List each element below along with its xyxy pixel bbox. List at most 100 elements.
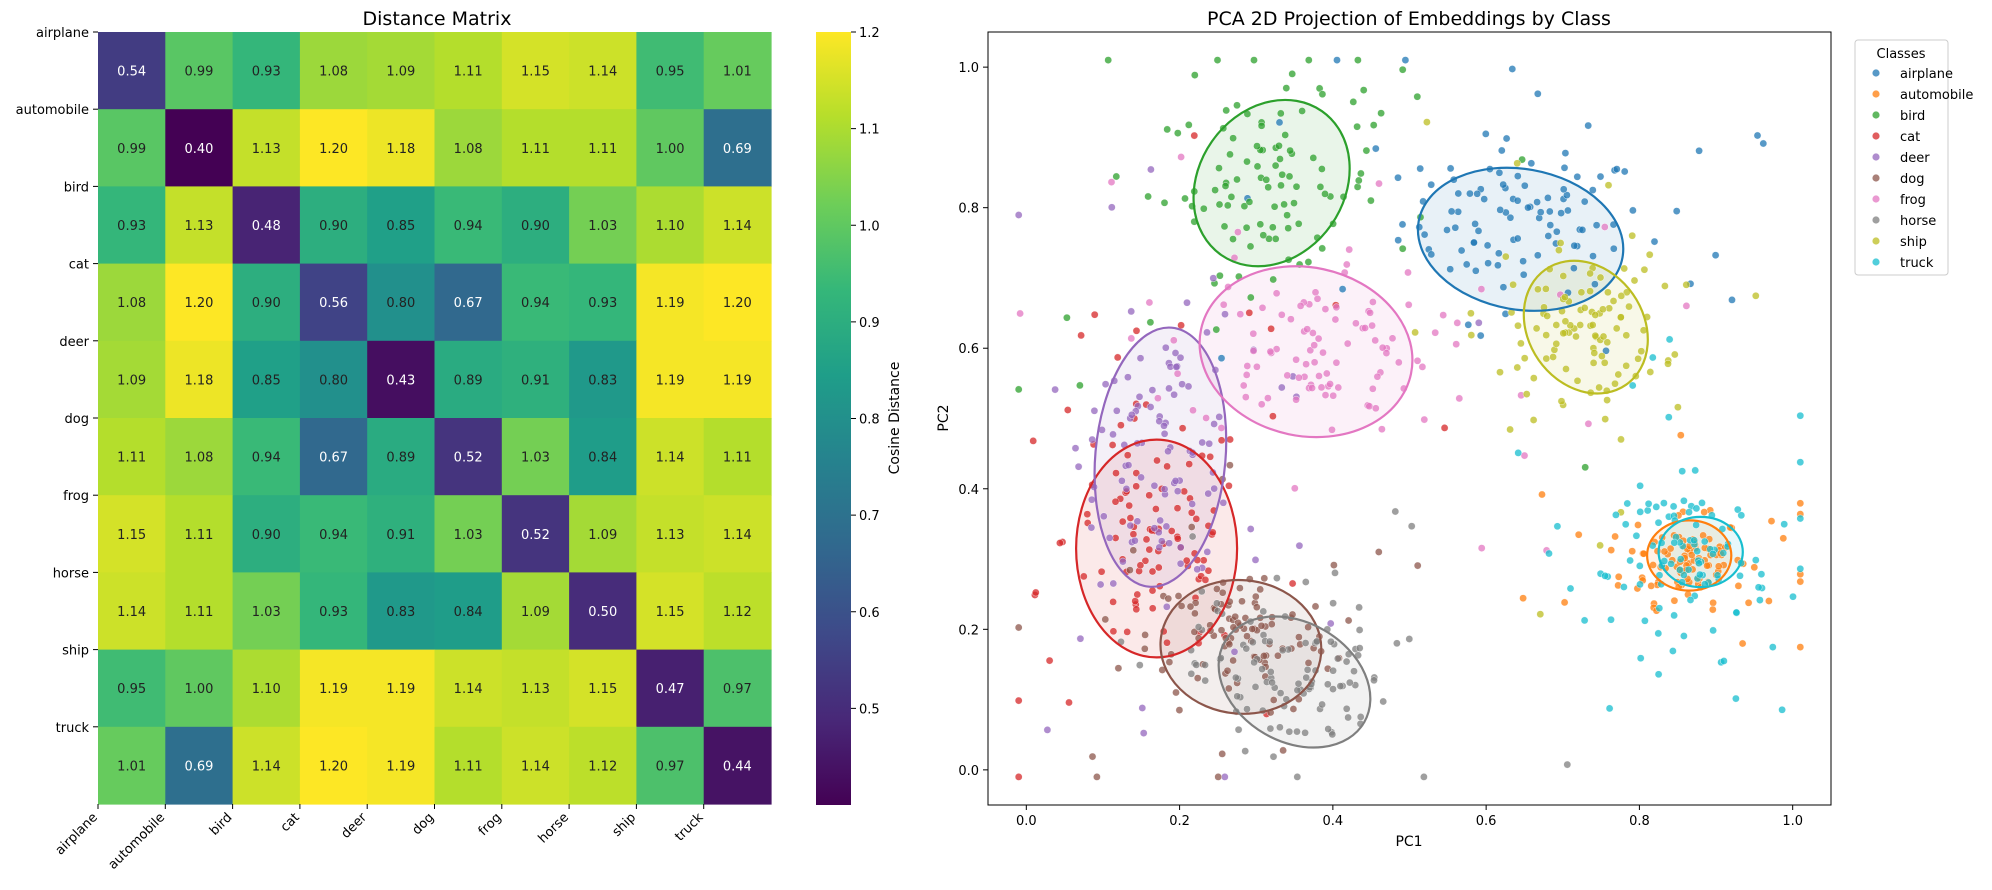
heatmap-cell bbox=[636, 418, 705, 496]
scatter-point bbox=[1329, 685, 1337, 693]
scatter-point bbox=[1559, 329, 1568, 338]
scatter-point bbox=[1310, 341, 1318, 350]
heatmap-cell bbox=[569, 263, 637, 342]
scatter-point bbox=[1628, 231, 1636, 240]
scatter-point bbox=[1088, 435, 1096, 444]
scatter-point bbox=[1457, 246, 1466, 255]
heatmap-cell-label: 0.93 bbox=[319, 605, 348, 620]
scatter-point bbox=[1686, 596, 1695, 604]
scatter-point bbox=[1517, 339, 1525, 348]
scatter-point bbox=[1045, 656, 1054, 665]
scatter-point bbox=[1473, 189, 1481, 198]
scatter-point bbox=[1598, 352, 1606, 360]
scatter-point bbox=[1342, 705, 1351, 713]
scatter-point bbox=[1759, 139, 1768, 148]
scatter-point bbox=[1610, 244, 1618, 253]
scatter-point bbox=[1482, 130, 1490, 138]
scatter-point bbox=[1566, 584, 1575, 593]
col-tick-label: ship bbox=[610, 810, 640, 840]
scatter-point bbox=[1144, 192, 1152, 201]
legend-marker bbox=[1872, 111, 1880, 119]
scatter-point bbox=[1302, 673, 1310, 682]
scatter-point bbox=[1231, 612, 1239, 621]
scatter-point bbox=[1670, 538, 1679, 547]
scatter-point bbox=[1104, 56, 1112, 64]
heatmap-cell bbox=[98, 340, 166, 419]
heatmap-cell-label: 1.11 bbox=[723, 451, 752, 466]
scatter-point bbox=[1338, 285, 1347, 293]
scatter-point bbox=[1226, 150, 1234, 159]
scatter-point bbox=[1119, 557, 1127, 566]
heatmap-cell bbox=[165, 32, 234, 110]
cluster-ellipse bbox=[1159, 578, 1323, 715]
scatter-point bbox=[1644, 499, 1653, 508]
scatter-point bbox=[1218, 588, 1227, 597]
heatmap-cell-label: 0.56 bbox=[319, 296, 348, 311]
heatmap-cell bbox=[569, 109, 637, 187]
scatter-point bbox=[1544, 194, 1552, 202]
scatter-point bbox=[1649, 353, 1657, 362]
scatter-point bbox=[1076, 381, 1084, 390]
col-tick-label: deer bbox=[338, 810, 370, 842]
scatter-point bbox=[1620, 264, 1628, 273]
scatter-point bbox=[1334, 654, 1342, 663]
scatter-point bbox=[1596, 273, 1605, 282]
scatter-point bbox=[1295, 541, 1304, 550]
scatter-point bbox=[1177, 321, 1185, 330]
scatter-point bbox=[1216, 271, 1224, 280]
heatmap-cell bbox=[165, 418, 234, 496]
scatter-point bbox=[1506, 425, 1514, 434]
scatter-point bbox=[1636, 654, 1645, 663]
scatter-point bbox=[1170, 390, 1178, 399]
scatter-point bbox=[1378, 425, 1386, 434]
scatter-point bbox=[1126, 521, 1135, 530]
scatter-point bbox=[1612, 324, 1621, 333]
col-tick-label: dog bbox=[409, 810, 437, 838]
scatter-point bbox=[1613, 165, 1621, 173]
scatter-point bbox=[1282, 84, 1291, 92]
scatter-point bbox=[1286, 146, 1294, 155]
colorbar-tick-label: 1.2 bbox=[859, 26, 880, 41]
heatmap-cell bbox=[636, 340, 705, 419]
scatter-point bbox=[1405, 635, 1414, 643]
scatter-point bbox=[1676, 566, 1684, 574]
scatter-point bbox=[1258, 303, 1267, 312]
heatmap-cell-label: 0.89 bbox=[454, 373, 483, 388]
heatmap-cell bbox=[703, 649, 772, 728]
scatter-point bbox=[1407, 522, 1416, 531]
scatter-point bbox=[1451, 223, 1460, 232]
scatter-point bbox=[1201, 661, 1209, 669]
scatter-point bbox=[1150, 481, 1159, 490]
scatter-point bbox=[1223, 666, 1232, 675]
scatter-point bbox=[1136, 661, 1144, 669]
scatter-point bbox=[1014, 211, 1023, 219]
scatter-point bbox=[1264, 183, 1272, 192]
scatter-point bbox=[1623, 499, 1632, 508]
scatter-point bbox=[1293, 773, 1302, 781]
heatmap-cell-label: 1.03 bbox=[454, 528, 483, 543]
scatter-point bbox=[1155, 543, 1164, 552]
heatmap-cell-label: 1.19 bbox=[386, 759, 415, 774]
scatter-point bbox=[1660, 499, 1668, 507]
scatter-point bbox=[1064, 406, 1072, 414]
scatter-point bbox=[1607, 615, 1615, 624]
scatter-point bbox=[1563, 191, 1571, 199]
scatter-point bbox=[1552, 321, 1561, 329]
scatter-point bbox=[1671, 350, 1679, 359]
legend-label: ship bbox=[1900, 235, 1927, 250]
heatmap-cell-label: 0.69 bbox=[723, 142, 752, 157]
scatter-point bbox=[1534, 90, 1542, 98]
scatter-point bbox=[1581, 463, 1589, 472]
heatmap-cell bbox=[501, 340, 570, 419]
scatter-point bbox=[1734, 505, 1742, 514]
heatmap-cell-label: 1.14 bbox=[454, 682, 483, 697]
scatter-point bbox=[1636, 508, 1644, 516]
scatter-point bbox=[1191, 609, 1199, 618]
heatmap-cell bbox=[636, 726, 705, 805]
heatmap-cell-label: 0.90 bbox=[521, 219, 550, 234]
scatter-point bbox=[1664, 359, 1672, 368]
heatmap-cell bbox=[367, 186, 436, 265]
scatter-point bbox=[1174, 592, 1183, 600]
scatter-point bbox=[1647, 582, 1655, 590]
legend-label: airplane bbox=[1900, 67, 1953, 82]
